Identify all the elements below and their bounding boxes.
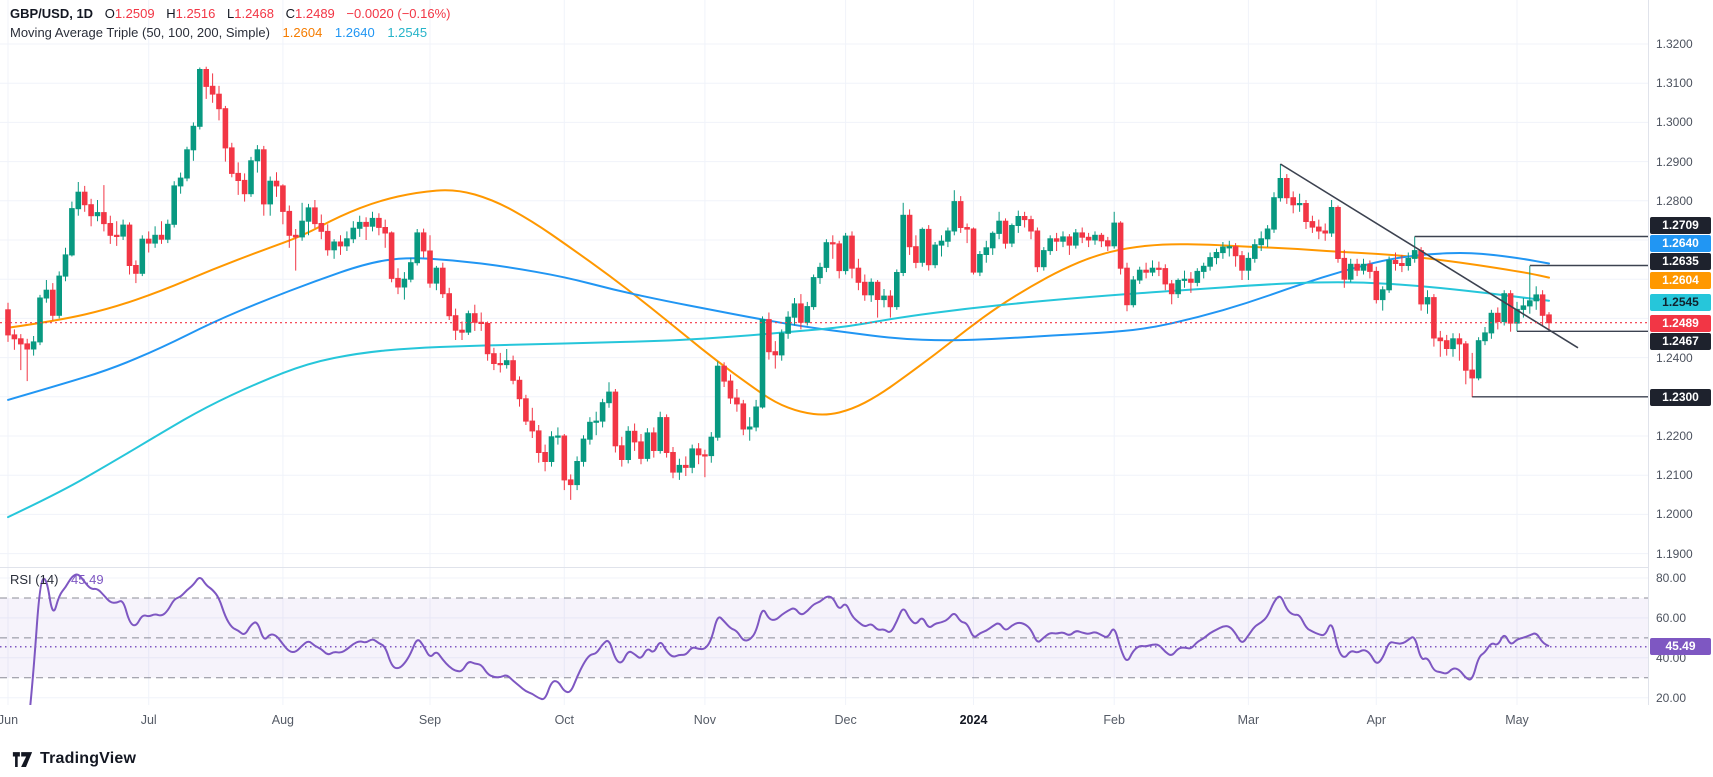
tradingview-brand-text[interactable]: TradingView xyxy=(40,750,137,767)
price-axis-label: 1.2800 xyxy=(1656,193,1693,208)
symbol-legend-row: GBP/USD, 1D O1.2509 H1.2516 L1.2468 C1.2… xyxy=(10,6,450,21)
low-value: 1.2468 xyxy=(234,6,274,21)
indicator-legend-row: Moving Average Triple (50, 100, 200, Sim… xyxy=(10,25,427,40)
time-axis-label-Feb: Feb xyxy=(1103,713,1125,727)
change-value: −0.0020 (−0.16%) xyxy=(346,6,451,21)
price-badge-1.2467: 1.2467 xyxy=(1650,332,1711,350)
rsi-band-fill xyxy=(0,598,1648,678)
time-axis-label-Sep: Sep xyxy=(418,713,442,727)
price-badge-1.2300: 1.2300 xyxy=(1650,388,1711,406)
price-badge-1.2640: 1.2640 xyxy=(1650,234,1711,252)
price-axis-label: 1.2200 xyxy=(1656,429,1693,443)
rsi-axis-label: 20.00 xyxy=(1656,690,1687,705)
time-axis-label-Apr: Apr xyxy=(1366,713,1387,727)
candles-down xyxy=(5,66,1552,500)
high-value: 1.2516 xyxy=(175,6,216,21)
close-label: C xyxy=(285,6,296,21)
sma-200-line xyxy=(7,281,1550,519)
sma200-value: 1.2545 xyxy=(387,25,428,40)
price-badge-1.2604: 1.2604 xyxy=(1650,271,1711,289)
price-axis-label: 1.3100 xyxy=(1656,76,1693,91)
sma-50-line xyxy=(7,189,1550,416)
footer-bar: TradingView xyxy=(0,741,1713,777)
price-axis-label: 1.3200 xyxy=(1656,37,1693,51)
low-label: L xyxy=(227,6,235,21)
rsi-indicator-title[interactable]: RSI (14) xyxy=(10,572,59,587)
horizontal-level-lines[interactable] xyxy=(1414,235,1648,398)
rsi-legend-row: RSI (14) 45.49 xyxy=(10,572,104,587)
price-badge-1.2489: 1.2489 xyxy=(1650,314,1711,332)
ma-indicator-title[interactable]: Moving Average Triple (50, 100, 200, Sim… xyxy=(10,25,270,40)
time-axis-label-Nov: Nov xyxy=(693,713,717,727)
moving-average-lines xyxy=(7,189,1550,519)
time-axis-label-Oct: Oct xyxy=(554,713,575,727)
time-axis-label-Jul: Jul xyxy=(140,713,157,727)
rsi-pane xyxy=(0,573,1648,705)
price-axis-label: 1.3000 xyxy=(1656,115,1693,130)
rsi-value: 45.49 xyxy=(71,572,104,587)
price-axis-label: 1.2900 xyxy=(1656,154,1693,169)
price-badge-1.2635: 1.2635 xyxy=(1650,252,1711,270)
rsi-axis-label: 80.00 xyxy=(1656,571,1687,585)
price-axis[interactable]: 1.3200 1.3100 1.3000 1.2900 1.2800 1.2400 1.22… xyxy=(1649,0,1713,741)
price-axis-label: 1.1900 xyxy=(1656,546,1693,561)
close-value: 1.2489 xyxy=(295,6,335,21)
sma50-value: 1.2604 xyxy=(282,25,323,40)
time-axis-label-Jun: Jun xyxy=(0,713,19,727)
high-label: H xyxy=(166,6,176,21)
time-axis-label-Dec: Dec xyxy=(834,713,857,727)
pane-separator-price-rsi[interactable] xyxy=(0,567,1713,568)
rsi-line xyxy=(29,573,1550,705)
price-axis-label: 1.2100 xyxy=(1656,468,1693,483)
price-axis-label: 1.2000 xyxy=(1656,507,1693,522)
candles-up xyxy=(30,67,1540,491)
descending-trendline[interactable] xyxy=(1279,163,1579,349)
time-axis-label-May: May xyxy=(1505,713,1529,727)
open-value: 1.2509 xyxy=(114,6,155,21)
price-axis-label: 1.2400 xyxy=(1656,350,1693,365)
time-axis-label-2024: 2024 xyxy=(959,713,988,727)
symbol-title[interactable]: GBP/USD, 1D xyxy=(10,6,94,21)
time-axis-label-Mar: Mar xyxy=(1237,713,1260,727)
time-axis[interactable]: Jun Jul Aug Sep Oct Nov Dec 2024 Feb Mar Apr May xyxy=(0,705,1649,741)
price-badge-45.49: 45.49 xyxy=(1650,638,1711,656)
rsi-axis-label: 60.00 xyxy=(1656,610,1687,625)
open-label: O xyxy=(104,6,115,21)
price-badge-1.2545: 1.2545 xyxy=(1650,293,1711,311)
tradingview-logo-icon[interactable] xyxy=(12,749,33,770)
sma100-value: 1.2640 xyxy=(334,25,375,40)
price-badge-1.2709: 1.2709 xyxy=(1650,216,1711,234)
time-axis-label-Aug: Aug xyxy=(271,713,295,727)
price-axis-left-border xyxy=(1648,0,1649,741)
sma-100-line xyxy=(7,252,1550,401)
